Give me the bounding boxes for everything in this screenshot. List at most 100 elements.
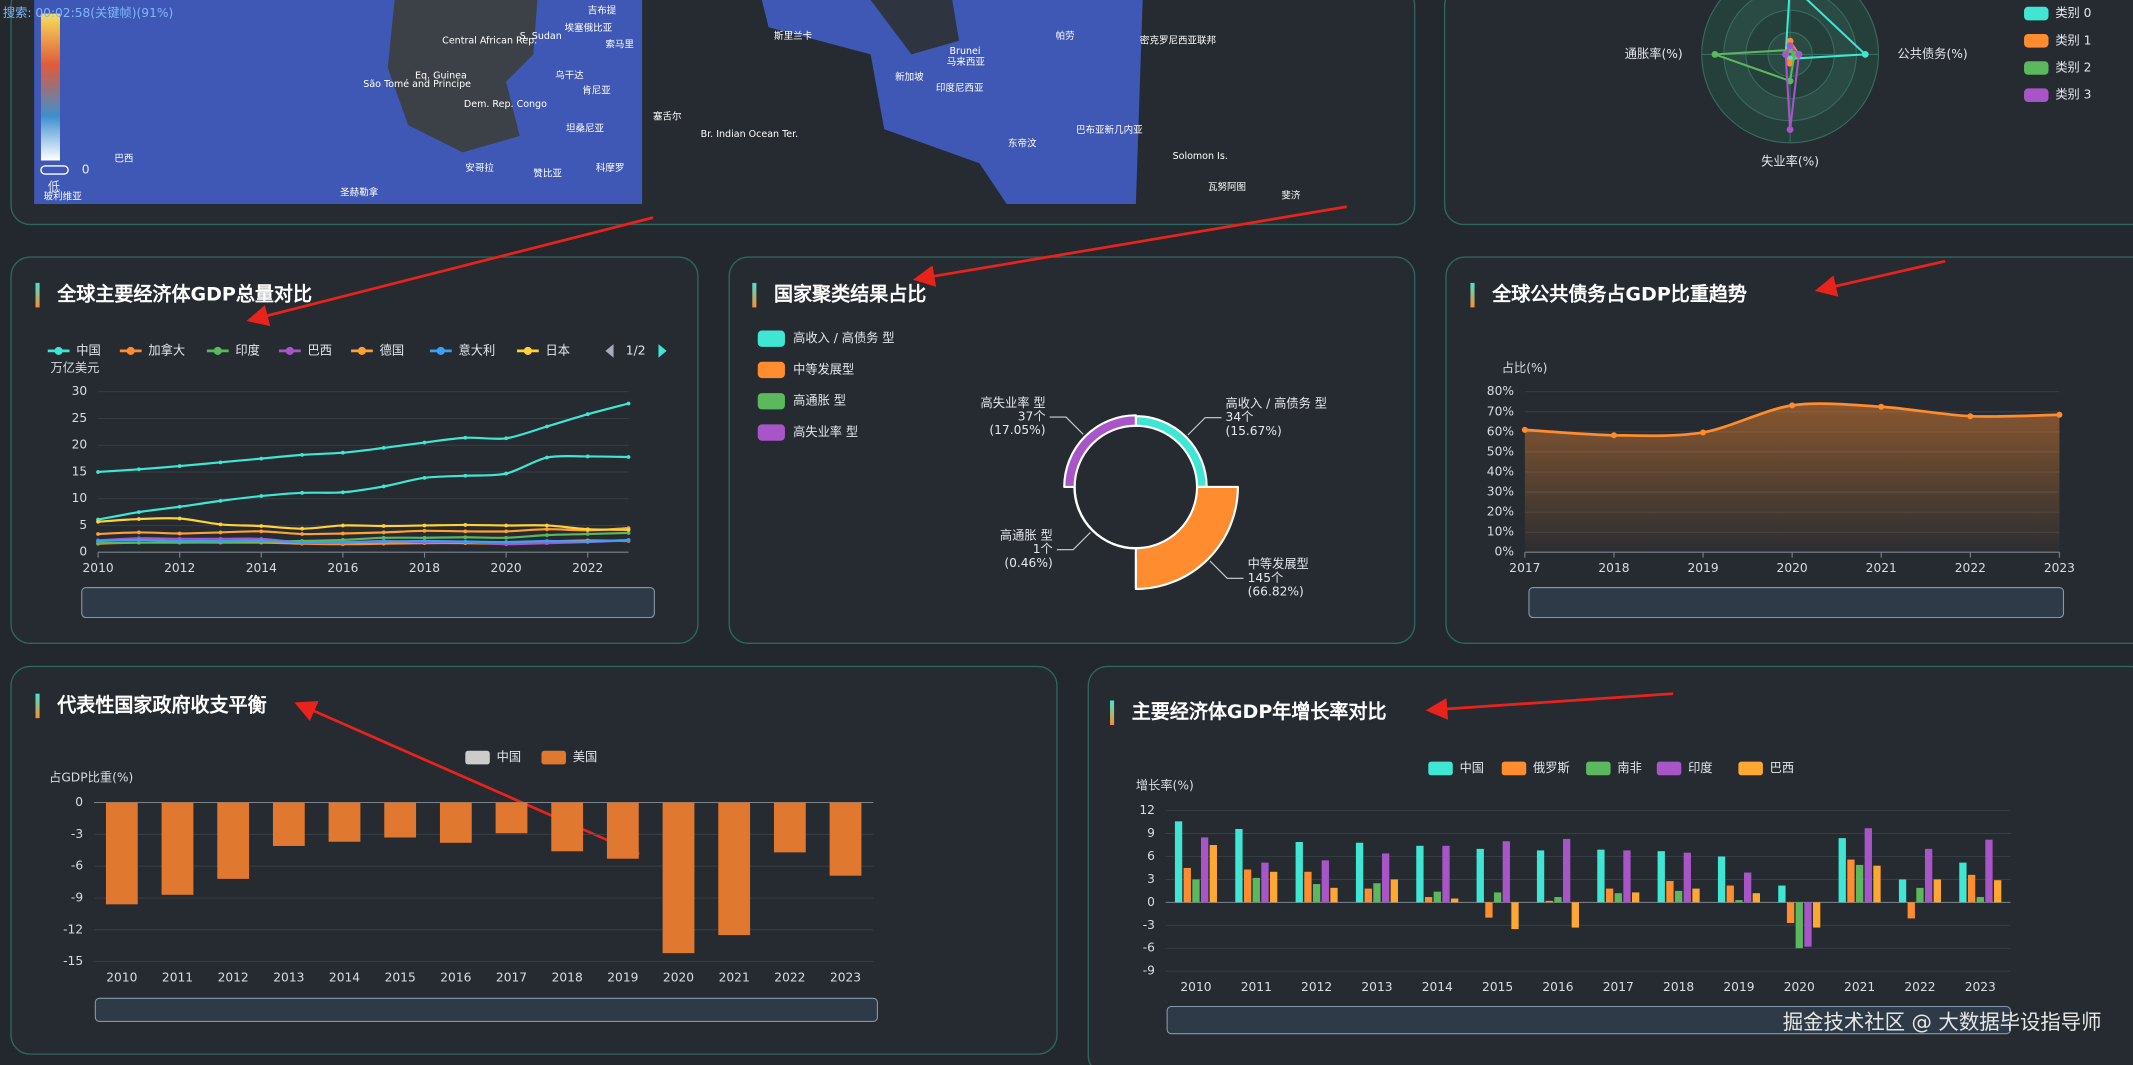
y-tick-label: 10% [1487, 525, 1514, 539]
x-tick-label: 2020 [1784, 980, 1815, 994]
legend-icon [126, 346, 135, 355]
panel [1087, 665, 2133, 1065]
bar [1847, 859, 1855, 903]
data-zoom[interactable] [94, 997, 878, 1023]
slice-percent: (15.67%) [1226, 424, 1282, 438]
map-label: 巴布亚新几内亚 [1076, 124, 1143, 136]
point [422, 535, 427, 540]
legend-icon [357, 346, 367, 355]
leader-line [1049, 416, 1084, 435]
point [1878, 403, 1885, 410]
bar [1735, 900, 1743, 903]
legend-icon[interactable] [541, 750, 566, 765]
radar-indicator: 通胀率(%) [1625, 46, 1683, 61]
legend-icon[interactable] [1738, 761, 1763, 776]
legend-icon [757, 393, 785, 410]
y-tick-label: 10 [72, 491, 88, 505]
data-zoom[interactable] [1528, 587, 2065, 619]
legend-label: 类别 0 [2055, 6, 2091, 20]
x-tick-label: 2018 [552, 970, 583, 984]
legend-next[interactable] [658, 344, 667, 358]
point [626, 401, 631, 406]
point [177, 516, 182, 521]
map-label: 密克罗尼西亚联邦 [1140, 34, 1217, 46]
bar [1381, 853, 1390, 903]
map-label: São Tomé and Principe [363, 79, 471, 90]
legend-icon[interactable] [1428, 761, 1453, 776]
legend-icon[interactable] [1656, 761, 1682, 776]
x-tick-label: 2013 [273, 970, 304, 984]
map-label: 玻利维亚 [44, 191, 83, 203]
bar [1666, 880, 1674, 903]
bar [1562, 838, 1571, 903]
point [136, 540, 141, 545]
point [1789, 402, 1796, 409]
map-label: 马来西亚 [947, 57, 986, 68]
map-region [387, 0, 538, 153]
legend-icon [2024, 34, 2049, 48]
bar [1967, 874, 1976, 903]
point [340, 450, 345, 455]
point [545, 523, 549, 528]
bar [1536, 850, 1545, 903]
point [381, 524, 386, 528]
point [259, 524, 264, 528]
legend-label: 中等发展型 [793, 361, 854, 376]
point [504, 436, 509, 441]
line [97, 402, 629, 474]
bar [1752, 893, 1760, 903]
point [340, 531, 345, 536]
x-tick-label: 2015 [1482, 980, 1513, 994]
legend-label: 类别 1 [2055, 33, 2091, 47]
data-zoom[interactable] [1166, 1005, 2011, 1035]
data-zoom[interactable] [81, 587, 655, 619]
y-tick-label: 20 [72, 438, 88, 452]
point [381, 484, 386, 489]
point [504, 529, 509, 534]
legend-icon[interactable] [465, 750, 490, 765]
point [300, 452, 304, 457]
point [340, 490, 345, 495]
point [177, 464, 182, 468]
bar [1511, 902, 1519, 930]
point [381, 535, 386, 540]
x-tick-label: 2019 [607, 970, 638, 984]
y-tick-label: 6 [1147, 849, 1155, 863]
legend-icon[interactable] [1501, 761, 1527, 776]
point [300, 526, 304, 531]
y-tick-label: 0% [1495, 545, 1514, 559]
legend-label: 高收入 / 高债务 型 [793, 330, 894, 345]
panel [10, 665, 1058, 1055]
legend-prev[interactable] [605, 344, 614, 358]
x-tick-label: 2023 [1965, 980, 1996, 994]
bar [1183, 867, 1191, 903]
bar [1373, 883, 1381, 903]
point [585, 412, 590, 417]
point [259, 494, 264, 498]
annotation-arrow [912, 205, 1347, 287]
legend-icon [2024, 6, 2049, 21]
map-label: 索马里 [605, 38, 634, 50]
legend-icon [436, 346, 445, 355]
map-region [34, 0, 643, 205]
point [218, 539, 223, 543]
legend-icon[interactable] [1586, 761, 1611, 776]
x-tick-label: 2017 [1603, 980, 1634, 994]
legend-icon [757, 330, 785, 347]
legend-label: 高通胀 型 [793, 393, 846, 408]
point [1610, 432, 1617, 439]
leader-line [1209, 560, 1244, 579]
map-label: 吉布提 [588, 4, 617, 16]
point [504, 540, 509, 544]
y-tick-label: 80% [1487, 384, 1514, 398]
x-tick-label: 2020 [663, 970, 694, 984]
title-bar [35, 282, 40, 308]
point [422, 539, 427, 543]
slice-value: 1个 [1033, 542, 1053, 556]
x-tick-label: 2018 [409, 561, 440, 575]
x-tick-label: 2016 [1542, 980, 1573, 994]
slice-label: 高通胀 型 [1000, 528, 1053, 543]
line [98, 527, 629, 536]
x-tick-label: 2022 [1955, 561, 1986, 575]
y-axis-label: 增长率(%) [1136, 778, 1194, 793]
